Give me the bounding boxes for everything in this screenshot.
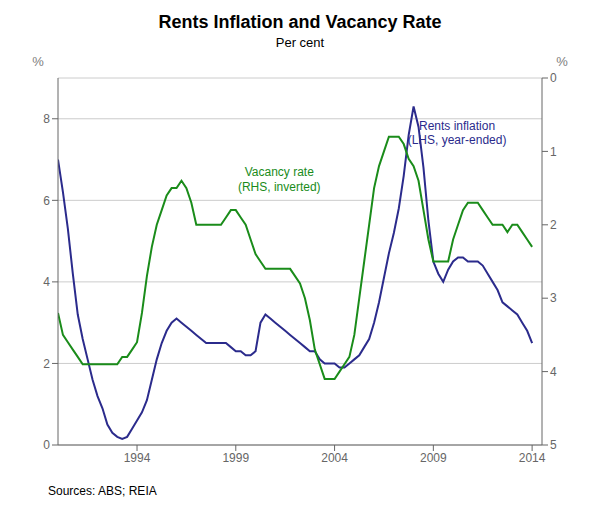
svg-text:2: 2 [550,218,557,232]
svg-text:2014: 2014 [519,451,546,465]
svg-text:%: % [556,54,568,69]
svg-text:1994: 1994 [124,451,151,465]
svg-text:0: 0 [43,438,50,452]
svg-text:6: 6 [43,194,50,208]
svg-text:Rents inflation(LHS, year-ende: Rents inflation(LHS, year-ended) [408,119,507,147]
html-text:Rents Inflation and Vacancy Ra: Rents Inflation and Vacancy Rate [158,12,442,32]
svg-text:5: 5 [550,438,557,452]
svg-text:4: 4 [550,365,557,379]
svg-text:2004: 2004 [321,451,348,465]
svg-text:8: 8 [43,112,50,126]
svg-text:%: % [32,54,44,69]
svg-text:Vacancy rate(RHS, inverted): Vacancy rate(RHS, inverted) [238,165,321,193]
svg-text:2: 2 [43,357,50,371]
svg-text:0: 0 [550,71,557,85]
html-text:Per cent: Per cent [275,35,325,50]
svg-text:4: 4 [43,275,50,289]
svg-text:2009: 2009 [420,451,447,465]
svg-text:1999: 1999 [222,451,249,465]
html-text:Sources: ABS; REIA: Sources: ABS; REIA [48,484,157,498]
svg-text:3: 3 [550,291,557,305]
svg-text:1: 1 [550,145,557,159]
